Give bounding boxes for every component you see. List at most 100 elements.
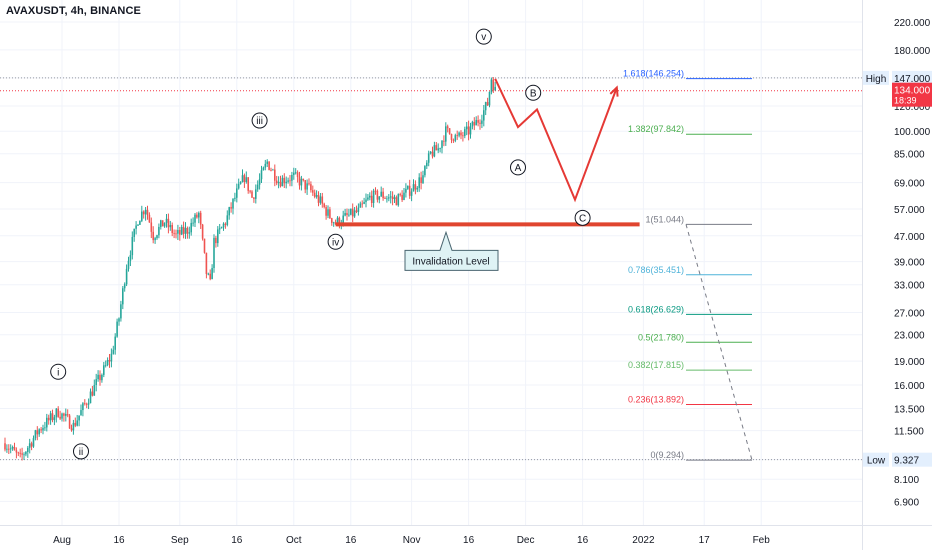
candle-body: [237, 183, 240, 189]
candle-body: [175, 233, 177, 235]
candle-body: [481, 120, 483, 124]
candle-body: [321, 196, 324, 204]
candle-body: [190, 222, 192, 233]
fib-level-label: 1(51.044): [645, 214, 684, 224]
candle-body: [13, 446, 16, 451]
candle-body: [70, 428, 73, 431]
candle-body: [27, 447, 29, 452]
candle-body: [448, 128, 451, 135]
candle-body: [253, 197, 255, 199]
candle-body: [359, 203, 362, 208]
candle-body: [230, 207, 232, 209]
candle-body: [483, 110, 485, 121]
candle-body: [160, 220, 162, 227]
candle-body: [68, 415, 71, 429]
candle-body: [323, 203, 325, 208]
candle-body: [317, 195, 320, 203]
y-tick-label: 6.900: [894, 497, 919, 508]
candle-body: [42, 427, 44, 431]
last-price-value: 134.000: [894, 86, 931, 97]
candle-body: [312, 190, 314, 193]
candle-body: [152, 231, 154, 241]
candle-body: [439, 148, 441, 149]
candle-body: [422, 175, 424, 183]
candle-body: [431, 151, 434, 157]
candle-body: [192, 222, 194, 224]
candle-body: [490, 79, 493, 92]
candle-body: [133, 228, 135, 237]
candle-body: [331, 218, 333, 223]
low-value-bg: [892, 452, 932, 467]
candle-body: [129, 255, 132, 261]
candle-body: [484, 102, 487, 111]
candle-body: [15, 450, 18, 453]
candle-body: [445, 126, 447, 142]
candle-body: [452, 139, 455, 141]
candle-body: [180, 226, 183, 235]
invalidation-callout-box: [404, 230, 499, 271]
candle-body: [334, 222, 337, 225]
wave-label-circle: [574, 209, 591, 226]
candle-body: [182, 226, 185, 234]
x-tick-label: 16: [463, 535, 475, 546]
candle-body: [57, 408, 59, 417]
candle-body: [154, 238, 156, 241]
candle-body: [127, 260, 130, 269]
candle-body: [319, 196, 322, 203]
candle-body: [391, 196, 394, 200]
candle-body: [44, 427, 46, 429]
candle-body: [258, 179, 261, 185]
candle-body: [82, 403, 84, 411]
candle-body: [433, 145, 436, 157]
candle-body: [446, 126, 449, 129]
candle-body: [296, 172, 299, 178]
candle-body: [218, 228, 221, 230]
candle-body: [19, 452, 21, 454]
candle-body: [49, 413, 52, 421]
candle-body: [104, 364, 107, 366]
fib-level-label: 0.786(35.451): [628, 265, 684, 275]
x-tick-label: Dec: [517, 535, 535, 546]
high-value-label: 147.000: [894, 74, 931, 85]
candle-body: [97, 374, 99, 380]
candle-body: [329, 209, 331, 219]
candle-body: [268, 161, 270, 170]
candle-body: [315, 195, 318, 197]
y-tick-label: 27.000: [894, 309, 925, 320]
candle-body: [194, 214, 196, 223]
candle-body: [386, 198, 388, 200]
candle-body: [285, 181, 287, 184]
wave-label-circle: [475, 28, 492, 45]
wave-label-circle: [50, 363, 67, 380]
candle-body: [150, 222, 153, 232]
candle-body: [61, 413, 63, 419]
candle-body: [84, 403, 86, 405]
wave-label-text: A: [515, 163, 522, 174]
candle-body: [304, 180, 306, 190]
fib-level-label: 0.618(26.629): [628, 304, 684, 314]
candle-body: [283, 177, 286, 184]
candle-body: [342, 215, 344, 224]
candle-body: [63, 413, 65, 416]
candle-body: [306, 183, 308, 190]
y-tick-label: 57.000: [894, 205, 925, 216]
wave-label-text: ii: [79, 447, 83, 458]
candle-body: [239, 182, 242, 184]
candle-body: [287, 180, 289, 182]
candle-body: [196, 214, 198, 218]
candle-body: [205, 252, 208, 274]
candle-body: [188, 232, 191, 234]
fib-level-label: 0.382(17.815): [628, 360, 684, 370]
candle-body: [367, 197, 369, 200]
candle-body: [8, 448, 10, 450]
wave-label-circle: [525, 84, 542, 101]
fib-level-label: 1.382(97.842): [628, 124, 684, 134]
candle-body: [355, 210, 358, 212]
candle-body: [293, 172, 295, 175]
candle-body: [302, 178, 305, 181]
candle-body: [308, 183, 310, 185]
candle-body: [99, 374, 101, 381]
